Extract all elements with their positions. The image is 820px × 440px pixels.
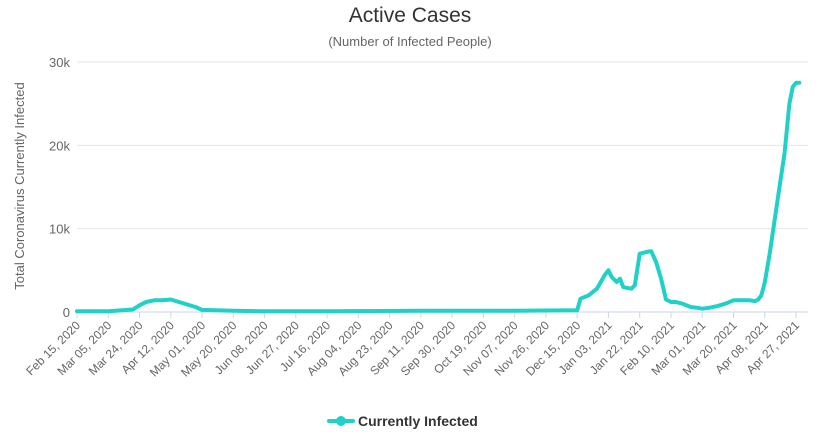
grid-lines	[77, 61, 808, 313]
y-axis-ticks: 0 10k 20k 30k	[49, 55, 70, 320]
series-line-currently-infected[interactable]	[75, 80, 802, 314]
chart-subtitle: (Number of Infected People)	[328, 34, 491, 49]
legend-marker-dot	[336, 416, 346, 426]
series-layer	[75, 80, 802, 314]
y-tick-label: 10k	[49, 222, 70, 237]
y-tick-label: 0	[63, 305, 70, 320]
chart-title: Active Cases	[349, 4, 472, 27]
y-axis-label: Total Coronavirus Currently Infected	[12, 82, 27, 289]
legend[interactable]: Currently Infected	[327, 413, 478, 429]
y-tick-label: 20k	[49, 138, 70, 153]
legend-label-currently-infected: Currently Infected	[358, 413, 478, 429]
y-tick-label: 30k	[49, 55, 70, 70]
